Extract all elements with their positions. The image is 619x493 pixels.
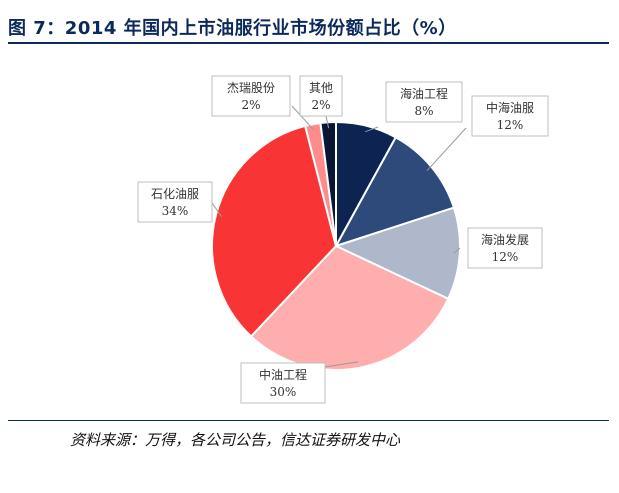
- slice-value-label: 12%: [497, 118, 524, 132]
- source-note: 资料来源：万得，各公司公告，信达证券研发中心: [70, 431, 401, 449]
- slice-label-box: 中油工程 30%: [240, 362, 326, 404]
- title-underline: [8, 42, 609, 44]
- leader-line: [211, 202, 223, 217]
- slice-value-label: 8%: [414, 104, 433, 118]
- slice-value-label: 12%: [492, 250, 519, 264]
- slice-label-box: 中海油服 12%: [471, 95, 549, 137]
- label-box-frame: [471, 95, 549, 137]
- label-box-frame: [385, 81, 463, 123]
- slice-label-box: 其他 2%: [299, 75, 343, 117]
- leader-line: [325, 115, 330, 129]
- label-box-frame: [240, 362, 326, 404]
- slice-label-box: 石化油服 34%: [137, 181, 213, 223]
- leader-line: [365, 126, 379, 133]
- pie-slice: [211, 124, 338, 338]
- slice-value-label: 30%: [270, 385, 297, 399]
- slice-name-label: 海油发展: [481, 232, 529, 247]
- slice-labels: 海油工程 8% 中海油服 12% 海油发展 12% 中油工程 30% 石化油服 34% 杰瑞股份 2%…: [137, 75, 549, 404]
- label-box-frame: [467, 227, 543, 269]
- slice-value-label: 2%: [241, 98, 260, 112]
- pie-slice: [319, 120, 337, 247]
- pie-slice: [333, 206, 461, 301]
- chart-title: 图 7：2014 年国内上市油服行业市场份额占比（%）: [8, 18, 457, 39]
- pie-slice: [333, 135, 456, 248]
- slice-label-box: 海油工程 8%: [385, 81, 463, 123]
- pie-slice: [249, 244, 450, 371]
- slice-name-label: 杰瑞股份: [227, 81, 275, 95]
- slice-label-box: 海油发展 12%: [467, 227, 543, 269]
- slice-value-label: 34%: [162, 204, 189, 218]
- slice-name-label: 海油工程: [400, 86, 448, 101]
- slice-name-label: 其他: [309, 81, 333, 95]
- label-box-frame: [299, 75, 343, 117]
- source-divider: [8, 420, 609, 421]
- pie-wedges: [211, 120, 461, 371]
- leader-line: [453, 247, 461, 254]
- leader-line: [426, 127, 467, 172]
- leader-line: [291, 105, 315, 131]
- label-box-frame: [211, 75, 291, 117]
- slice-name-label: 中油工程: [259, 367, 307, 382]
- slice-name-label: 石化油服: [151, 187, 199, 201]
- label-box-frame: [137, 181, 213, 223]
- slice-name-label: 中海油服: [486, 100, 534, 115]
- slice-label-box: 杰瑞股份 2%: [211, 75, 291, 117]
- slice-value-label: 2%: [311, 98, 330, 112]
